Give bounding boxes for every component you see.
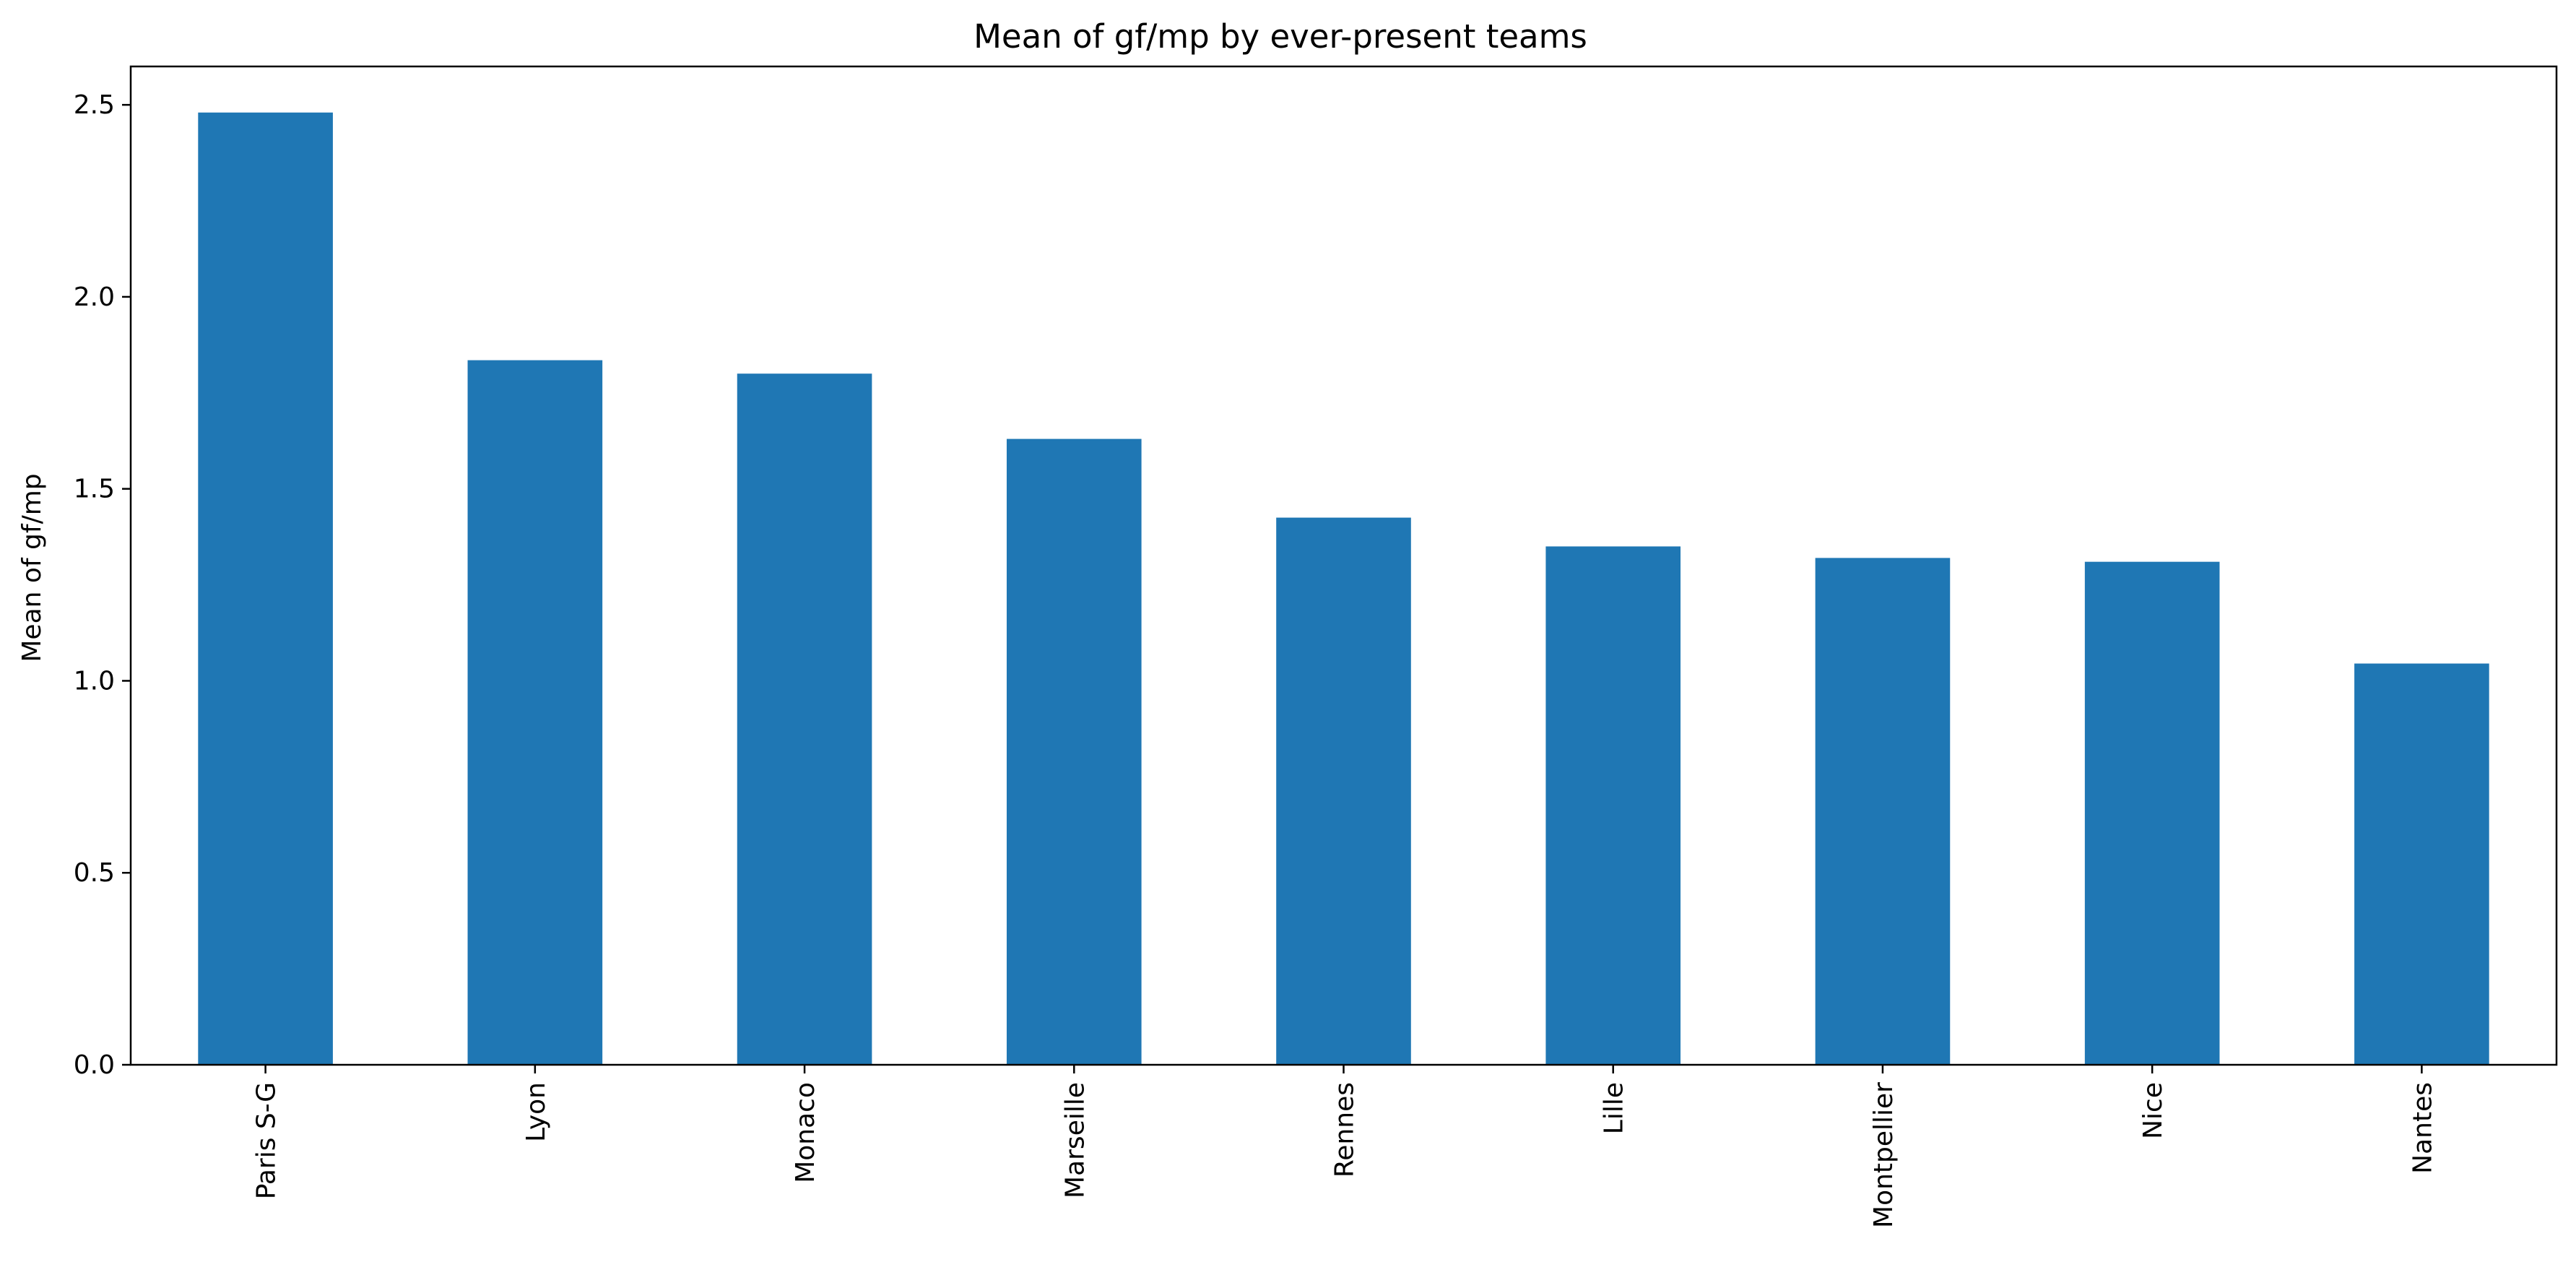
x-tick-label: Montpellier <box>1869 1082 1899 1228</box>
bar-nantes <box>2354 663 2489 1065</box>
bar-monaco <box>737 373 872 1065</box>
bar-marseille <box>1006 438 1142 1065</box>
bar-lyon <box>467 360 603 1065</box>
x-axis-ticks: Paris S-G Lyon Monaco Marseille Rennes Lille M… <box>252 1065 2437 1228</box>
x-tick-label: Paris S-G <box>252 1082 282 1199</box>
y-tick-label: 1.0 <box>74 666 115 696</box>
x-tick-label: Rennes <box>1330 1082 1360 1177</box>
y-tick-label: 0.0 <box>74 1050 115 1080</box>
y-tick-label: 2.0 <box>74 282 115 312</box>
y-tick-label: 1.5 <box>74 475 115 504</box>
x-tick-label: Lyon <box>521 1082 551 1142</box>
y-tick-label: 0.5 <box>74 858 115 888</box>
y-axis-ticks: 0.0 0.5 1.0 1.5 2.0 2.5 <box>74 90 131 1080</box>
chart-title: Mean of gf/mp by ever-present teams <box>973 17 1587 56</box>
bar-rennes <box>1276 517 1411 1065</box>
y-axis-label: Mean of gf/mp <box>17 473 47 662</box>
bar-montpellier <box>1815 558 1951 1065</box>
bar-lille <box>1545 546 1681 1065</box>
bars-group <box>198 112 2489 1065</box>
x-tick-label: Nantes <box>2408 1082 2437 1174</box>
x-tick-label: Lille <box>1600 1082 1629 1134</box>
plot-area-frame <box>129 65 2558 1066</box>
y-tick-label: 2.5 <box>74 90 115 120</box>
x-tick-label: Marseille <box>1060 1082 1090 1198</box>
x-tick-label: Monaco <box>791 1082 820 1183</box>
bar-paris-s-g <box>198 112 333 1065</box>
x-tick-label: Nice <box>2138 1082 2168 1139</box>
bar-nice <box>2084 561 2220 1065</box>
